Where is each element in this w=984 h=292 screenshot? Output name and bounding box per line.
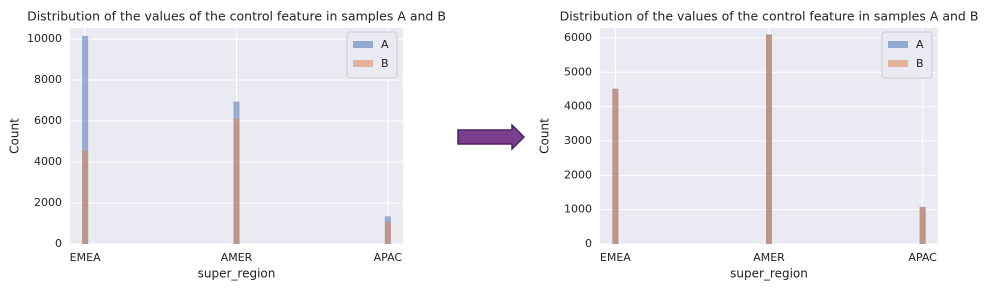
bar [766,34,772,244]
bar [233,118,240,244]
legend-box [881,31,933,79]
x-tick-label: EMEA [70,251,101,264]
legend-box [346,31,398,79]
y-tick-label: 1000 [564,203,592,216]
x-tick-label: AMER [221,251,253,264]
bar [612,88,619,244]
chart-title: Distribution of the values of the contro… [27,9,446,24]
y-tick-label: 10000 [27,32,62,45]
y-axis-label: Count [538,118,552,154]
x-tick-label: APAC [374,251,403,264]
bar [384,221,391,244]
x-tick-label: AMER [753,251,785,264]
legend-swatch [888,41,908,48]
bar [82,35,89,245]
y-tick-label: 8000 [34,73,62,86]
legend-label: B [916,57,924,70]
y-tick-label: 3000 [564,134,592,147]
y-tick-label: 2000 [34,196,62,209]
x-axis-label: super_region [198,267,276,281]
y-tick-label: 0 [585,237,592,250]
y-axis-label: Count [8,118,22,154]
arrow [457,123,526,151]
legend-swatch [353,60,373,67]
y-tick-label: 4000 [564,100,592,113]
legend-swatch [353,41,373,48]
x-tick-label: EMEA [600,251,631,264]
legend-label: A [381,38,389,51]
x-axis-label: super_region [730,267,808,281]
y-tick-label: 6000 [34,114,62,127]
chart-title: Distribution of the values of the contro… [560,9,979,24]
y-tick-label: 2000 [564,168,592,181]
y-tick-label: 5000 [564,65,592,78]
legend-swatch [888,60,908,67]
bar [919,206,926,244]
bar [82,150,89,244]
y-tick-label: 0 [55,237,62,250]
legend-label: A [916,38,924,51]
y-tick-label: 4000 [34,155,62,168]
legend-label: B [381,57,389,70]
y-tick-label: 6000 [564,31,592,44]
x-tick-label: APAC [908,251,937,264]
